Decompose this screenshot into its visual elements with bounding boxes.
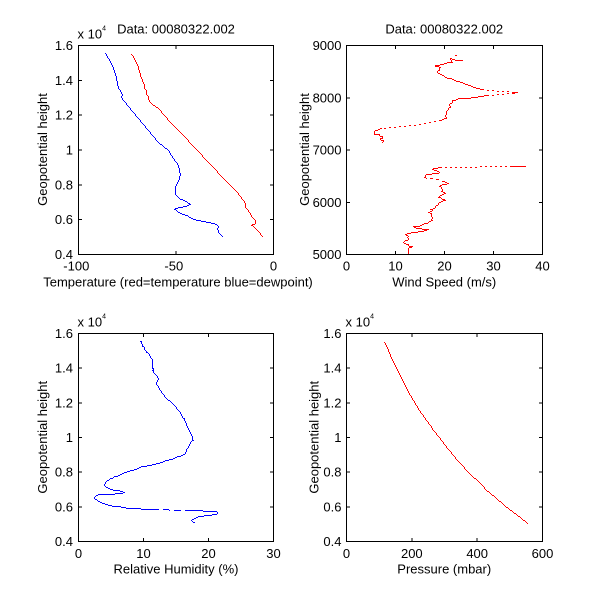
svg-text:1.6: 1.6 [55, 38, 73, 53]
svg-text:400: 400 [466, 546, 488, 561]
svg-text:10: 10 [388, 259, 402, 274]
svg-text:1.4: 1.4 [323, 361, 341, 376]
svg-text:0: 0 [75, 546, 82, 561]
svg-text:0.4: 0.4 [55, 534, 73, 549]
svg-text:Geopotential height: Geopotential height [297, 93, 312, 206]
svg-text:9000: 9000 [313, 38, 342, 53]
svg-text:Pressure (mbar): Pressure (mbar) [397, 562, 491, 577]
svg-text:1: 1 [66, 430, 73, 445]
svg-text:0: 0 [343, 546, 350, 561]
svg-text:6000: 6000 [313, 195, 342, 210]
svg-text:x 104: x 104 [78, 314, 107, 330]
svg-text:0.6: 0.6 [55, 212, 73, 227]
svg-text:0.8: 0.8 [55, 177, 73, 192]
svg-text:Data: 00080322.002: Data: 00080322.002 [385, 22, 503, 37]
svg-text:1.4: 1.4 [55, 73, 73, 88]
svg-text:1.2: 1.2 [55, 395, 73, 410]
svg-text:1.2: 1.2 [55, 108, 73, 123]
svg-text:0.6: 0.6 [323, 499, 341, 514]
svg-text:0: 0 [270, 259, 277, 274]
svg-text:40: 40 [535, 259, 549, 274]
svg-text:30: 30 [486, 259, 500, 274]
svg-text:7000: 7000 [313, 143, 342, 158]
svg-text:20: 20 [437, 259, 451, 274]
svg-text:0.4: 0.4 [55, 247, 73, 262]
svg-text:200: 200 [401, 546, 423, 561]
svg-text:Geopotential height: Geopotential height [35, 93, 50, 206]
svg-text:0.6: 0.6 [55, 499, 73, 514]
svg-text:1.6: 1.6 [323, 326, 341, 341]
svg-text:-50: -50 [164, 259, 183, 274]
svg-text:1.4: 1.4 [55, 361, 73, 376]
svg-text:1.6: 1.6 [55, 326, 73, 341]
svg-text:1: 1 [66, 143, 73, 158]
svg-text:Relative Humidity (%): Relative Humidity (%) [114, 562, 239, 577]
svg-text:-100: -100 [63, 259, 89, 274]
svg-text:x 104: x 104 [346, 314, 375, 330]
svg-text:Data: 00080322.002: Data: 00080322.002 [117, 22, 235, 37]
svg-text:Geopotential height: Geopotential height [35, 380, 50, 493]
svg-text:Wind Speed (m/s): Wind Speed (m/s) [392, 275, 496, 290]
svg-text:1.2: 1.2 [323, 395, 341, 410]
svg-text:600: 600 [532, 546, 554, 561]
svg-text:20: 20 [201, 546, 215, 561]
svg-text:0.8: 0.8 [323, 465, 341, 480]
svg-text:8000: 8000 [313, 90, 342, 105]
svg-text:30: 30 [266, 546, 280, 561]
svg-text:1: 1 [334, 430, 341, 445]
svg-text:Temperature (red=temperature b: Temperature (red=temperature blue=dewpoi… [43, 275, 313, 290]
svg-text:10: 10 [136, 546, 150, 561]
svg-text:Geopotential height: Geopotential height [307, 380, 322, 493]
svg-text:0.4: 0.4 [323, 534, 341, 549]
svg-text:x 104: x 104 [78, 26, 107, 42]
svg-text:0.8: 0.8 [55, 465, 73, 480]
svg-text:0: 0 [343, 259, 350, 274]
svg-text:5000: 5000 [313, 247, 342, 262]
